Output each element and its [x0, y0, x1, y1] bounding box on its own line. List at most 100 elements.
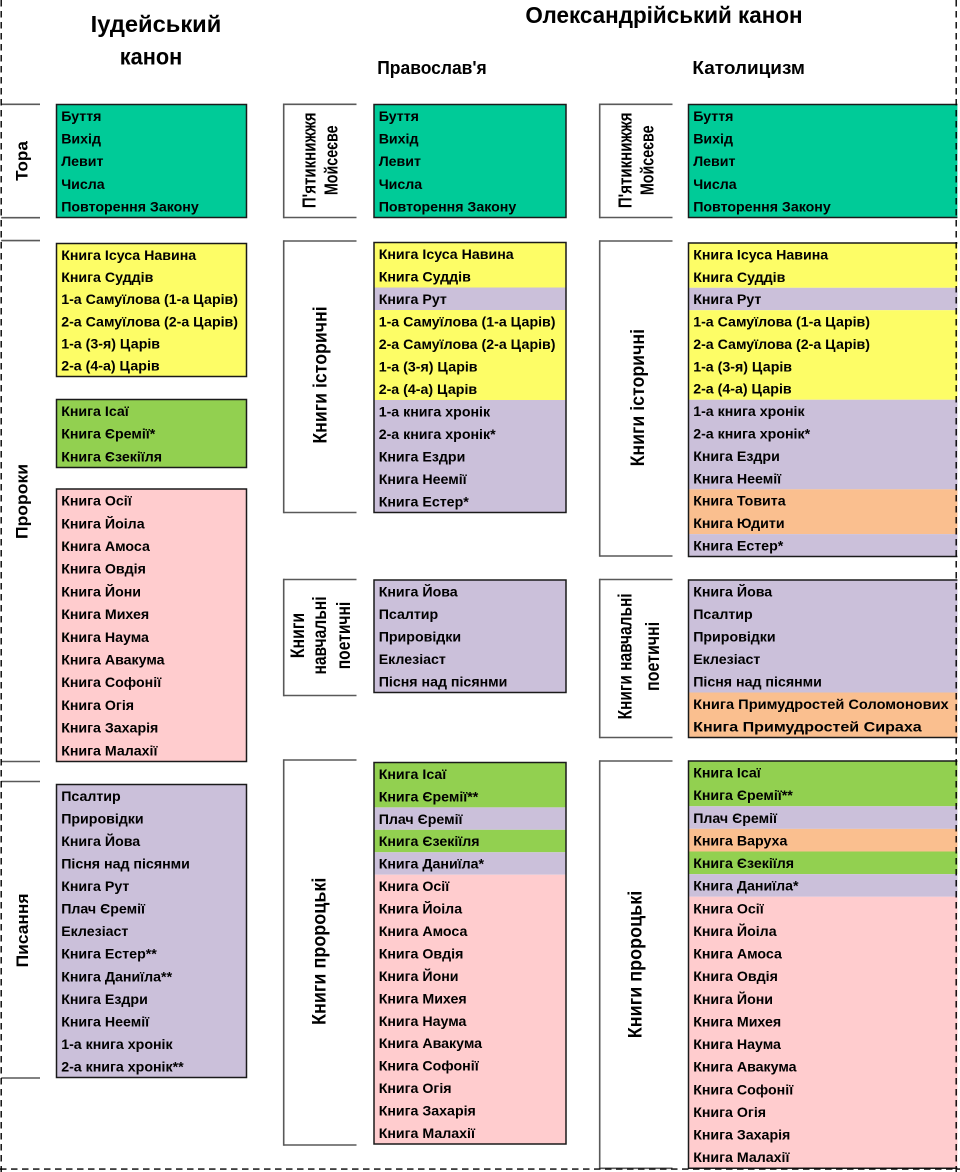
- svg-text:Псалтир: Псалтир: [379, 607, 439, 623]
- svg-text:Книга Амоса: Книга Амоса: [693, 947, 782, 963]
- svg-text:Книга Рут: Книга Рут: [379, 292, 447, 308]
- svg-text:Книга Товита: Книга Товита: [693, 494, 786, 510]
- svg-text:Книга Ездри: Книга Ездри: [379, 449, 466, 465]
- svg-text:Пісня над пісянми: Пісня над пісянми: [693, 674, 822, 690]
- svg-text:Католицизм: Католицизм: [692, 58, 805, 78]
- svg-text:Книга Єремії*: Книга Єремії*: [61, 427, 156, 443]
- svg-text:канон: канон: [120, 43, 183, 69]
- svg-text:Книга Неемії: Книга Неемії: [61, 1014, 150, 1030]
- svg-text:2-а (4-а) Царів: 2-а (4-а) Царів: [61, 359, 160, 375]
- svg-text:Книга Єзекіїля: Книга Єзекіїля: [693, 856, 794, 872]
- svg-text:Числа: Числа: [61, 177, 105, 193]
- svg-text:Книга Рут: Книга Рут: [61, 879, 129, 895]
- svg-text:Книга Осії: Книга Осії: [693, 901, 765, 917]
- svg-text:Книга Ісаї: Книга Ісаї: [693, 766, 762, 782]
- svg-text:Прировідки: Прировідки: [379, 629, 461, 645]
- svg-text:Олександрійський канон: Олександрійський канон: [525, 2, 802, 28]
- svg-text:П'ятикнижжя: П'ятикнижжя: [615, 112, 635, 208]
- svg-text:Книга Ісаї: Книга Ісаї: [61, 404, 130, 420]
- svg-text:2-а книга хронік*: 2-а книга хронік*: [693, 427, 810, 443]
- svg-text:Книга Софонії: Книга Софонії: [61, 675, 162, 691]
- svg-text:Тора: Тора: [12, 141, 31, 181]
- svg-text:Книга Ісаї: Книга Ісаї: [379, 767, 448, 783]
- svg-text:Псалтир: Псалтир: [61, 789, 121, 805]
- svg-text:поетичні: поетичні: [334, 602, 355, 670]
- svg-text:Плач Єремії: Плач Єремії: [61, 902, 146, 918]
- svg-text:Книги історичні: Книги історичні: [628, 329, 649, 466]
- svg-text:Книга Амоса: Книга Амоса: [61, 539, 150, 555]
- svg-text:Книга Йони: Книга Йони: [379, 967, 459, 985]
- svg-text:Буття: Буття: [693, 109, 733, 125]
- svg-text:Книги: Книги: [288, 613, 309, 658]
- svg-text:1-а Самуїлова (1-а Царів): 1-а Самуїлова (1-а Царів): [61, 292, 238, 308]
- svg-text:Книга Захарія: Книга Захарія: [693, 1128, 790, 1144]
- svg-text:Левит: Левит: [379, 154, 421, 170]
- svg-text:Книга Суддів: Книга Суддів: [379, 269, 471, 285]
- svg-text:Книга Йоіла: Книга Йоіла: [379, 900, 463, 918]
- svg-text:2-а Самуїлова (2-а Царів): 2-а Самуїлова (2-а Царів): [693, 337, 870, 353]
- svg-text:Книга Ісуса Навина: Книга Ісуса Навина: [379, 247, 514, 263]
- svg-text:Книга Рут: Книга Рут: [693, 292, 761, 308]
- svg-text:Вихід: Вихід: [61, 132, 101, 148]
- svg-text:Книга Юдити: Книга Юдити: [693, 516, 784, 532]
- svg-text:2-а книга хронік**: 2-а книга хронік**: [61, 1059, 184, 1075]
- svg-text:Буття: Буття: [379, 109, 419, 125]
- svg-text:Книга Ездри: Книга Ездри: [61, 992, 148, 1008]
- svg-text:Книга Наума: Книга Наума: [61, 630, 149, 646]
- svg-text:Книга Овдія: Книга Овдія: [379, 946, 464, 962]
- svg-text:2-а (4-а) Царів: 2-а (4-а) Царів: [379, 382, 478, 398]
- svg-text:Книга Йова: Книга Йова: [379, 582, 458, 600]
- svg-text:Книга Наума: Книга Наума: [379, 1014, 467, 1030]
- svg-text:Книга Йони: Книга Йони: [693, 990, 773, 1008]
- svg-text:Книга Примудростей Соломонових: Книга Примудростей Соломонових: [693, 697, 949, 713]
- svg-text:Повторення Закону: Повторення Закону: [379, 199, 517, 215]
- svg-text:Книга Даниїла*: Книга Даниїла*: [693, 879, 799, 895]
- svg-text:Прировідки: Прировідки: [61, 811, 143, 827]
- svg-text:Книги історичні: Книги історичні: [311, 306, 332, 443]
- svg-text:Книга Овдія: Книга Овдія: [61, 562, 146, 578]
- svg-text:Книга Софонії: Книга Софонії: [693, 1082, 794, 1098]
- svg-text:Книга Неемії: Книга Неемії: [693, 471, 782, 487]
- svg-text:Числа: Числа: [379, 177, 423, 193]
- svg-text:Книга Огія: Книга Огія: [693, 1105, 766, 1121]
- svg-text:2-а книга хронік*: 2-а книга хронік*: [379, 427, 496, 443]
- svg-text:1-а книга хронік: 1-а книга хронік: [61, 1037, 173, 1053]
- svg-text:Книга Осії: Книга Осії: [61, 494, 133, 510]
- svg-text:Книга Амоса: Книга Амоса: [379, 924, 468, 940]
- svg-text:Книги навчальні: Книги навчальні: [616, 593, 637, 719]
- svg-text:Книги пророцькі: Книги пророцькі: [625, 891, 646, 1038]
- svg-text:Книга Йоіла: Книга Йоіла: [693, 922, 777, 940]
- svg-text:Книга Захарія: Книга Захарія: [379, 1104, 476, 1120]
- svg-text:Книга Даниїла*: Книга Даниїла*: [379, 857, 485, 873]
- svg-text:Книга Наума: Книга Наума: [693, 1037, 781, 1053]
- svg-text:поетичні: поетичні: [643, 622, 664, 691]
- svg-text:Книга Естер*: Книга Естер*: [379, 494, 470, 510]
- svg-text:Вихід: Вихід: [379, 132, 419, 148]
- svg-text:Книга Єремії**: Книга Єремії**: [693, 788, 793, 804]
- svg-text:Книга Овдія: Книга Овдія: [693, 969, 778, 985]
- svg-text:Книга Йоіла: Книга Йоіла: [61, 514, 145, 532]
- svg-text:Пісня над пісянми: Пісня над пісянми: [61, 857, 190, 873]
- svg-text:навчальні: навчальні: [310, 596, 331, 674]
- svg-text:Книга Естер*: Книга Естер*: [693, 538, 784, 554]
- svg-text:Повторення Закону: Повторення Закону: [693, 199, 831, 215]
- svg-text:2-а Самуїлова (2-а Царів): 2-а Самуїлова (2-а Царів): [379, 337, 556, 353]
- svg-text:Плач Єремії: Плач Єремії: [379, 812, 464, 828]
- svg-text:2-а (4-а) Царів: 2-а (4-а) Царів: [693, 382, 792, 398]
- svg-text:Книга Даниїла**: Книга Даниїла**: [61, 969, 172, 985]
- svg-text:Книга Варуха: Книга Варуха: [693, 833, 787, 849]
- svg-text:1-а книга хронік: 1-а книга хронік: [379, 404, 491, 420]
- svg-text:П'ятикнижжя: П'ятикнижжя: [299, 112, 319, 208]
- svg-text:Повторення Закону: Повторення Закону: [61, 199, 199, 215]
- svg-text:Книга Михея: Книга Михея: [379, 991, 467, 1007]
- svg-text:Вихід: Вихід: [693, 132, 733, 148]
- svg-text:Прировідки: Прировідки: [693, 629, 775, 645]
- svg-text:Еклезіаст: Еклезіаст: [693, 652, 760, 668]
- svg-text:1-а Самуїлова (1-а Царів): 1-а Самуїлова (1-а Царів): [379, 314, 556, 330]
- svg-text:Книга Михея: Книга Михея: [61, 607, 149, 623]
- svg-text:Книга Неемії: Книга Неемії: [379, 472, 468, 488]
- svg-text:Плач Єремії: Плач Єремії: [693, 811, 778, 827]
- svg-text:Книга Захарія: Книга Захарія: [61, 721, 158, 737]
- svg-text:1-а книга хронік: 1-а книга хронік: [693, 404, 805, 420]
- svg-text:Книга Огія: Книга Огія: [379, 1081, 452, 1097]
